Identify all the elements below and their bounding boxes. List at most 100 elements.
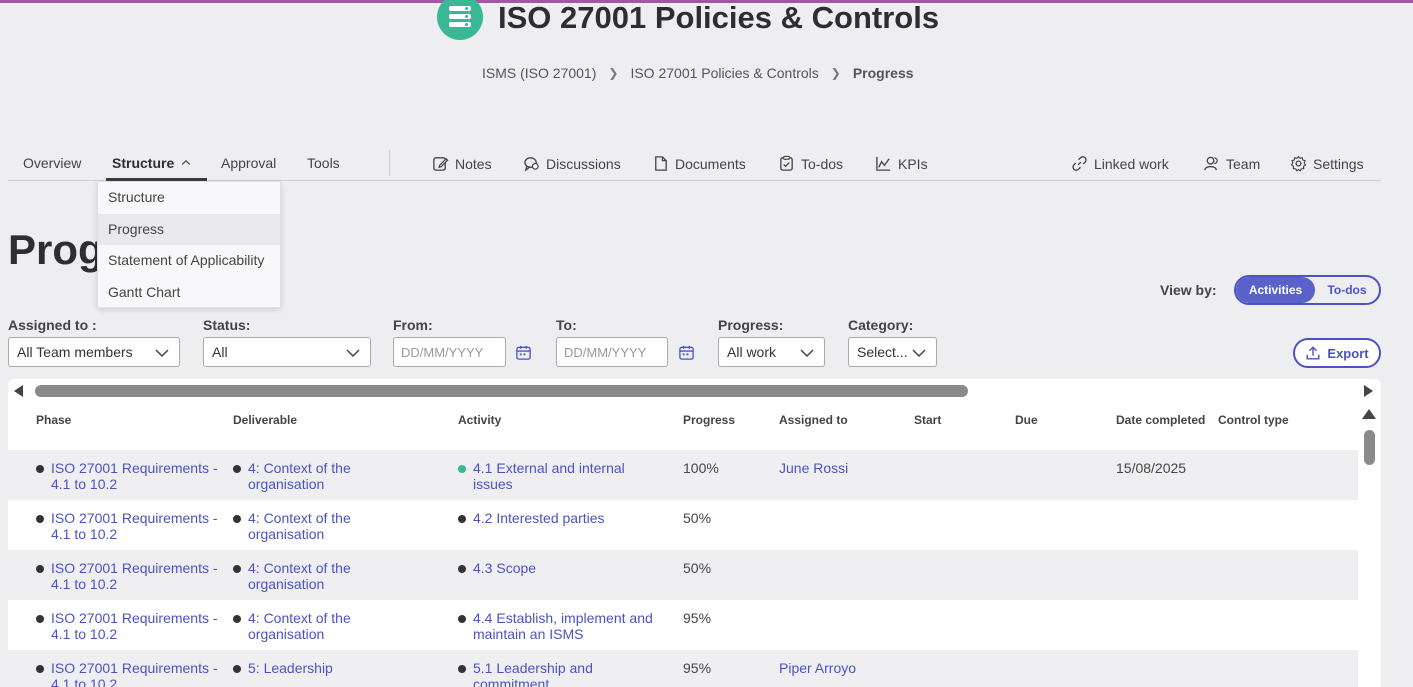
phase-link[interactable]: ISO 27001 Requirements - 4.1 to 10.2 — [51, 660, 218, 687]
select-value: All — [212, 344, 228, 360]
phase-link[interactable]: ISO 27001 Requirements - 4.1 to 10.2 — [51, 510, 218, 542]
progress-filter-select[interactable]: All work — [718, 337, 825, 367]
tab-tools[interactable]: Tools — [307, 155, 340, 171]
category-filter-label: Category: — [848, 317, 914, 333]
view-by-toggle: Activities To-dos — [1234, 275, 1381, 305]
date-completed-value: 15/08/2025 — [1116, 460, 1187, 476]
view-by-activities-button[interactable]: Activities — [1236, 277, 1315, 303]
chevron-down-icon — [155, 349, 169, 358]
calendar-icon[interactable] — [678, 344, 695, 361]
status-dot — [233, 565, 241, 573]
export-label: Export — [1327, 345, 1369, 361]
select-value: Select... — [857, 344, 908, 360]
view-by-label: View by: — [1160, 282, 1217, 298]
deliverable-link[interactable]: 4: Context of the organisation — [248, 510, 351, 542]
breadcrumb-current: Progress — [852, 65, 914, 81]
discussion-icon — [524, 157, 539, 172]
status-dot — [36, 665, 44, 673]
column-header-phase[interactable]: Phase — [36, 413, 72, 427]
select-value: All work — [727, 344, 777, 360]
tab-documents[interactable]: Documents — [652, 155, 746, 172]
to-filter-label: To: — [556, 317, 577, 333]
tab-settings[interactable]: Settings — [1290, 155, 1364, 172]
menu-item-progress[interactable]: Progress — [98, 213, 280, 245]
status-dot — [233, 615, 241, 623]
tab-label: Tools — [307, 155, 340, 171]
activity-link[interactable]: 4.4 Establish, implement and maintain an… — [473, 610, 653, 642]
scroll-up-arrow-icon[interactable] — [1362, 409, 1376, 419]
deliverable-link[interactable]: 5: Leadership — [248, 660, 333, 676]
scroll-left-arrow-icon[interactable] — [14, 385, 23, 397]
status-filter-select[interactable]: All — [203, 337, 371, 367]
breadcrumb-policies[interactable]: ISO 27001 Policies & Controls — [630, 65, 819, 81]
tab-kpis[interactable]: KPIs — [875, 155, 928, 172]
category-filter-select[interactable]: Select... — [848, 337, 937, 367]
chevron-up-icon — [182, 159, 191, 165]
deliverable-link[interactable]: 4: Context of the organisation — [248, 560, 351, 592]
horizontal-scrollbar-thumb[interactable] — [35, 385, 968, 397]
tab-linked-work[interactable]: Linked work — [1071, 155, 1169, 172]
tab-divider — [389, 150, 390, 176]
tab-label: Documents — [675, 155, 746, 172]
tab-label: Discussions — [546, 155, 621, 172]
deliverable-link[interactable]: 4: Context of the organisation — [248, 610, 351, 642]
deliverable-link[interactable]: 4: Context of the organisation — [248, 460, 351, 492]
status-dot — [458, 465, 466, 473]
tab-structure[interactable]: Structure — [112, 155, 192, 171]
menu-item-statement-of-applicability[interactable]: Statement of Applicability — [108, 252, 265, 268]
vertical-scrollbar-thumb[interactable] — [1364, 430, 1375, 465]
tab-team[interactable]: Team — [1203, 155, 1260, 172]
view-by-todos-button[interactable]: To-dos — [1327, 283, 1367, 297]
breadcrumb-isms[interactable]: ISMS (ISO 27001) — [482, 65, 597, 81]
phase-link[interactable]: ISO 27001 Requirements - 4.1 to 10.2 — [51, 610, 218, 642]
assigned-filter-select[interactable]: All Team members — [8, 337, 180, 367]
progress-value: 50% — [683, 560, 712, 576]
active-tab-indicator — [106, 178, 207, 181]
tab-label: Structure — [112, 155, 175, 171]
edit-note-icon — [433, 157, 449, 171]
chevron-down-icon — [800, 349, 814, 358]
tab-discussions[interactable]: Discussions — [523, 155, 621, 172]
tab-notes[interactable]: Notes — [432, 155, 492, 172]
table-row: ISO 27001 Requirements - 4.1 to 10.2 4: … — [8, 550, 1358, 600]
column-header-deliverable[interactable]: Deliverable — [233, 413, 298, 427]
activity-link[interactable]: 4.1 External and internal issues — [473, 460, 625, 492]
chevron-right-icon: ❯ — [608, 66, 619, 80]
tab-overview[interactable]: Overview — [23, 155, 81, 171]
from-date-input[interactable]: DD/MM/YYYY — [393, 337, 506, 367]
column-header-progress[interactable]: Progress — [683, 413, 736, 427]
column-header-assigned[interactable]: Assigned to — [779, 413, 848, 427]
activity-link[interactable]: 5.1 Leadership and commitment — [473, 660, 593, 687]
assignee-link[interactable]: June Rossi — [779, 460, 849, 476]
column-header-date-completed[interactable]: Date completed — [1116, 413, 1206, 427]
column-header-control-type[interactable]: Control type — [1218, 413, 1289, 427]
tab-todos[interactable]: To-dos — [778, 155, 843, 172]
tab-label: Overview — [23, 155, 82, 171]
phase-link[interactable]: ISO 27001 Requirements - 4.1 to 10.2 — [51, 560, 218, 592]
link-icon — [1072, 156, 1087, 171]
status-dot — [36, 465, 44, 473]
from-filter-label: From: — [393, 317, 433, 333]
assignee-link[interactable]: Piper Arroyo — [779, 660, 857, 676]
phase-link[interactable]: ISO 27001 Requirements - 4.1 to 10.2 — [51, 460, 218, 492]
column-header-start[interactable]: Start — [914, 413, 942, 427]
tab-approval[interactable]: Approval — [221, 155, 276, 171]
scroll-right-arrow-icon[interactable] — [1364, 385, 1373, 397]
export-button[interactable]: Export — [1293, 338, 1381, 368]
to-date-input[interactable]: DD/MM/YYYY — [556, 337, 668, 367]
status-dot — [458, 615, 466, 623]
table-row: ISO 27001 Requirements - 4.1 to 10.2 4: … — [8, 500, 1358, 550]
status-dot — [233, 515, 241, 523]
status-dot — [36, 565, 44, 573]
calendar-icon[interactable] — [515, 344, 532, 361]
column-header-due[interactable]: Due — [1015, 413, 1038, 427]
menu-item-structure[interactable]: Structure — [108, 189, 165, 205]
progress-value: 50% — [683, 510, 712, 526]
activity-link[interactable]: 4.2 Interested parties — [473, 510, 605, 526]
column-header-activity[interactable]: Activity — [458, 413, 502, 427]
status-dot — [458, 515, 466, 523]
app-title: ISO 27001 Policies & Controls — [498, 0, 940, 35]
menu-item-gantt-chart[interactable]: Gantt Chart — [108, 283, 181, 300]
progress-value: 95% — [683, 660, 712, 676]
activity-link[interactable]: 4.3 Scope — [473, 560, 537, 576]
